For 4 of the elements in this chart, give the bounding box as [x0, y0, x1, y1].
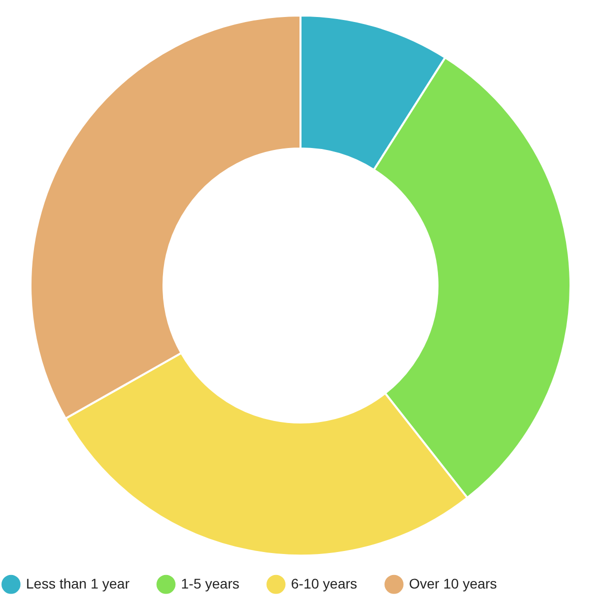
legend-label: Less than 1 year: [26, 575, 130, 592]
legend-label: Over 10 years: [409, 575, 497, 592]
legend-label: 6-10 years: [291, 575, 358, 592]
legend-label: 1-5 years: [181, 575, 240, 592]
